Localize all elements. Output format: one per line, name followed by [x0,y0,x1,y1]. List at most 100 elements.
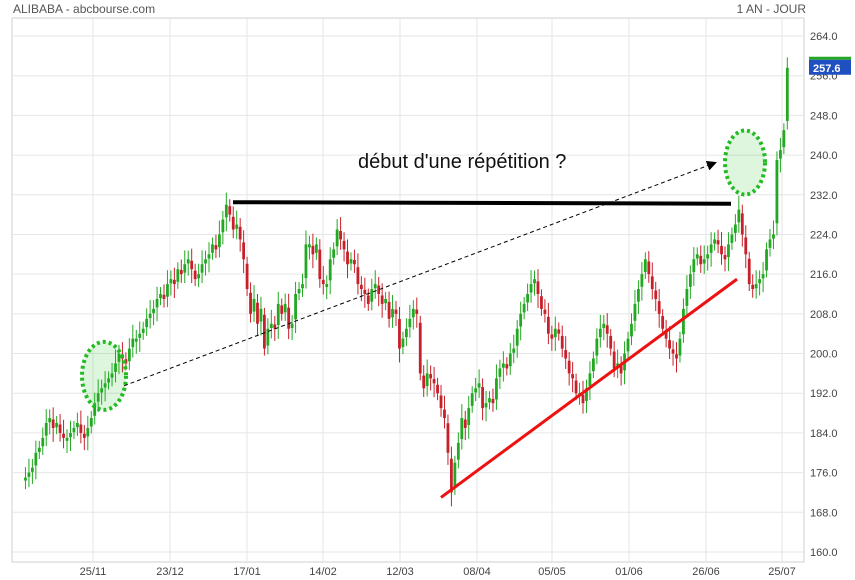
candle [574,373,578,401]
candle [82,424,86,451]
candle-body [560,335,564,349]
candle [166,270,169,308]
candle [571,361,575,393]
candle [609,328,613,356]
candle [585,379,588,414]
candle [366,288,370,311]
candle-body [346,251,349,265]
candle-body [730,234,734,243]
candle-body [688,274,692,287]
candle-body [183,264,187,273]
x-axis: 25/11 23/12 17/01 14/02 12/03 08/04 05/05 01/06… [80,566,796,578]
candle-body [224,204,228,218]
candle [664,319,668,348]
candle-body [425,373,429,387]
candle [263,307,266,356]
annotations [80,56,851,499]
candle-body [543,309,547,314]
candle [93,392,97,425]
x-tick-label: 25/11 [80,566,107,578]
candle [505,357,509,376]
candle-body [782,130,786,148]
candle-body [702,259,706,264]
candle-body [172,279,176,285]
candle [567,352,571,386]
candle-body [713,239,716,244]
candle-body [48,418,52,423]
candle-body [744,237,748,255]
candle-body [581,394,585,404]
candle [114,349,117,383]
candle-body [657,301,661,314]
candle [159,287,162,306]
annotation-text: début d'une répétition ? [358,151,566,173]
candle-body [720,245,723,255]
candle [297,282,301,301]
candle [138,321,142,352]
candle-body [598,328,602,338]
candle [581,380,585,414]
candle [308,235,311,260]
candle-body [263,314,266,349]
y-tick-label: 176.0 [810,468,838,480]
candle [564,336,568,369]
candle-body [723,255,727,260]
candle [477,369,481,398]
candle [713,232,716,251]
candle-body [661,316,665,329]
candle-body [252,298,256,312]
candle-body [567,360,571,374]
candle-body [439,395,443,409]
candle [380,283,384,318]
gridlines [12,18,804,562]
candle [228,199,232,222]
candle [429,365,433,391]
candle-body [114,363,117,372]
candle-body [204,259,207,264]
y-tick-label: 232.0 [810,190,838,202]
candle [110,362,114,387]
candle-body [176,269,180,282]
x-tick-label: 26/06 [692,566,720,578]
candle-body [217,234,221,248]
candle [754,270,758,299]
candle-body [495,378,498,400]
candle-body [682,308,685,335]
candle [450,446,453,507]
candle-body [328,259,332,281]
candle-body [238,226,242,240]
candle [373,270,377,299]
candle-body [27,472,31,477]
candle [508,343,512,375]
candle-body [269,323,273,328]
candle [685,275,689,317]
candle-body [727,244,730,258]
candle [145,308,149,336]
candle-body [775,160,779,224]
candle-body [353,260,356,265]
candle-body [138,333,142,338]
candle-body [785,67,789,121]
candle [778,137,782,173]
candle [197,263,201,288]
candle-body [276,303,280,326]
candle-body [166,284,169,297]
candle [127,338,131,370]
candle-body [778,150,782,159]
candle-body [761,274,765,279]
candle-body [308,244,311,248]
candle [553,316,557,352]
candle-body [716,240,720,245]
candle [242,230,246,274]
candle [671,340,675,366]
candle-body [72,427,76,433]
candle-body [733,224,737,233]
candle [235,210,239,240]
candle [540,289,543,316]
candle-body [519,313,523,327]
candle [141,321,145,340]
candle [470,386,474,413]
candle-body [740,213,744,235]
candle-body [349,259,353,264]
candle-body [477,383,481,388]
